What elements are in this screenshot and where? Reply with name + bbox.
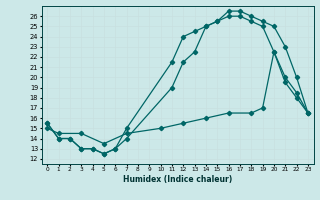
X-axis label: Humidex (Indice chaleur): Humidex (Indice chaleur) bbox=[123, 175, 232, 184]
